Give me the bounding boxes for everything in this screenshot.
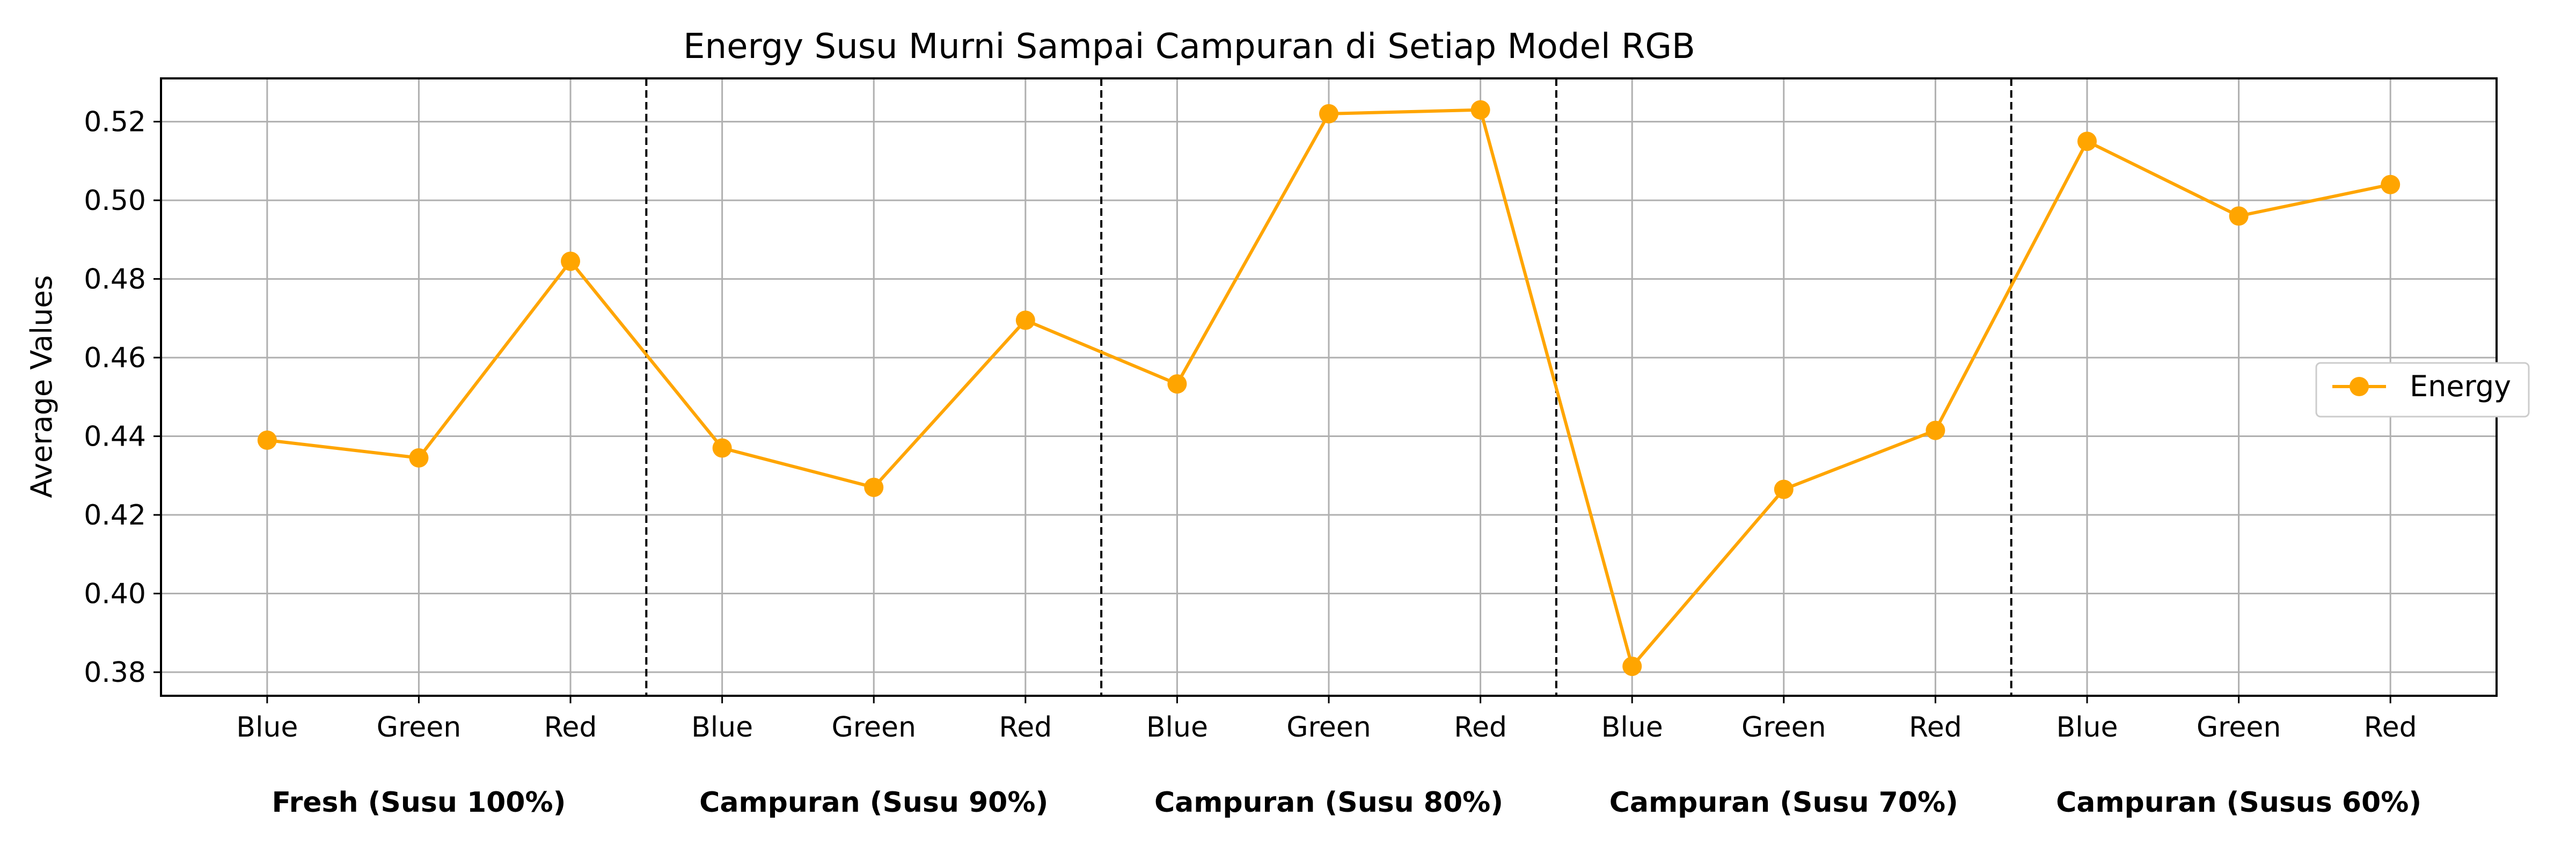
- chart-title: Energy Susu Murni Sampai Campuran di Set…: [683, 27, 1695, 67]
- x-tick-label: Red: [1454, 711, 1507, 744]
- group-label: Campuran (Susu 70%): [1609, 787, 1958, 819]
- x-tick-label: Red: [1909, 711, 1962, 744]
- x-tick-label: Green: [831, 711, 916, 744]
- data-point: [1167, 374, 1187, 394]
- y-tick-label: 0.50: [84, 185, 146, 217]
- data-point: [712, 438, 732, 458]
- y-tick-label: 0.42: [84, 499, 146, 532]
- y-tick-label: 0.44: [84, 421, 146, 453]
- x-tick-label: Blue: [236, 711, 298, 744]
- x-tick-label: Blue: [2056, 711, 2118, 744]
- group-label: Campuran (Susus 60%): [2056, 787, 2421, 819]
- y-axis-ticks: 0.38 0.40 0.42 0.44 0.46 0.48 0.50 0.52: [84, 106, 161, 689]
- y-tick-label: 0.46: [84, 342, 146, 374]
- group-label: Fresh (Susu 100%): [272, 787, 566, 819]
- x-tick-label: Red: [999, 711, 1052, 744]
- data-point: [409, 448, 429, 468]
- legend: Energy: [2315, 362, 2530, 418]
- data-point: [864, 477, 884, 497]
- data-point: [257, 430, 277, 450]
- data-point: [1774, 479, 1794, 499]
- data-point: [2229, 206, 2249, 226]
- y-tick-label: 0.48: [84, 264, 146, 296]
- group-labels: Fresh (Susu 100%) Campuran (Susu 90%) Camp…: [272, 787, 2421, 819]
- y-axis-label: Average Values: [25, 275, 58, 498]
- x-tick-label: Red: [2364, 711, 2417, 744]
- x-tick-label: Blue: [1146, 711, 1208, 744]
- grid-lines: [161, 78, 2497, 696]
- data-point: [2077, 132, 2097, 151]
- x-tick-label: Green: [377, 711, 461, 744]
- data-point: [2381, 174, 2401, 194]
- data-point: [1622, 657, 1642, 676]
- legend-box: [2315, 362, 2530, 418]
- legend-label-energy: Energy: [2410, 369, 2511, 403]
- data-point: [1319, 104, 1338, 123]
- y-tick-label: 0.38: [84, 657, 146, 689]
- x-tick-label: Blue: [1601, 711, 1663, 744]
- legend-marker: [2350, 377, 2369, 396]
- x-tick-label: Green: [1286, 711, 1371, 744]
- y-tick-label: 0.52: [84, 106, 146, 139]
- series-layer: [257, 100, 2401, 676]
- data-point: [1015, 310, 1035, 330]
- data-point: [1470, 100, 1490, 120]
- x-axis-ticks: Blue Green Red Blue Green Red Blue Green Red Blue…: [236, 696, 2417, 744]
- group-label: Campuran (Susu 90%): [699, 787, 1048, 819]
- x-tick-label: Green: [2197, 711, 2281, 744]
- group-label: Campuran (Susu 80%): [1154, 787, 1503, 819]
- x-tick-label: Blue: [691, 711, 753, 744]
- data-point: [561, 251, 581, 271]
- x-tick-label: Red: [544, 711, 597, 744]
- x-tick-label: Green: [1741, 711, 1826, 744]
- data-point: [1926, 420, 1945, 440]
- y-tick-label: 0.40: [84, 578, 146, 610]
